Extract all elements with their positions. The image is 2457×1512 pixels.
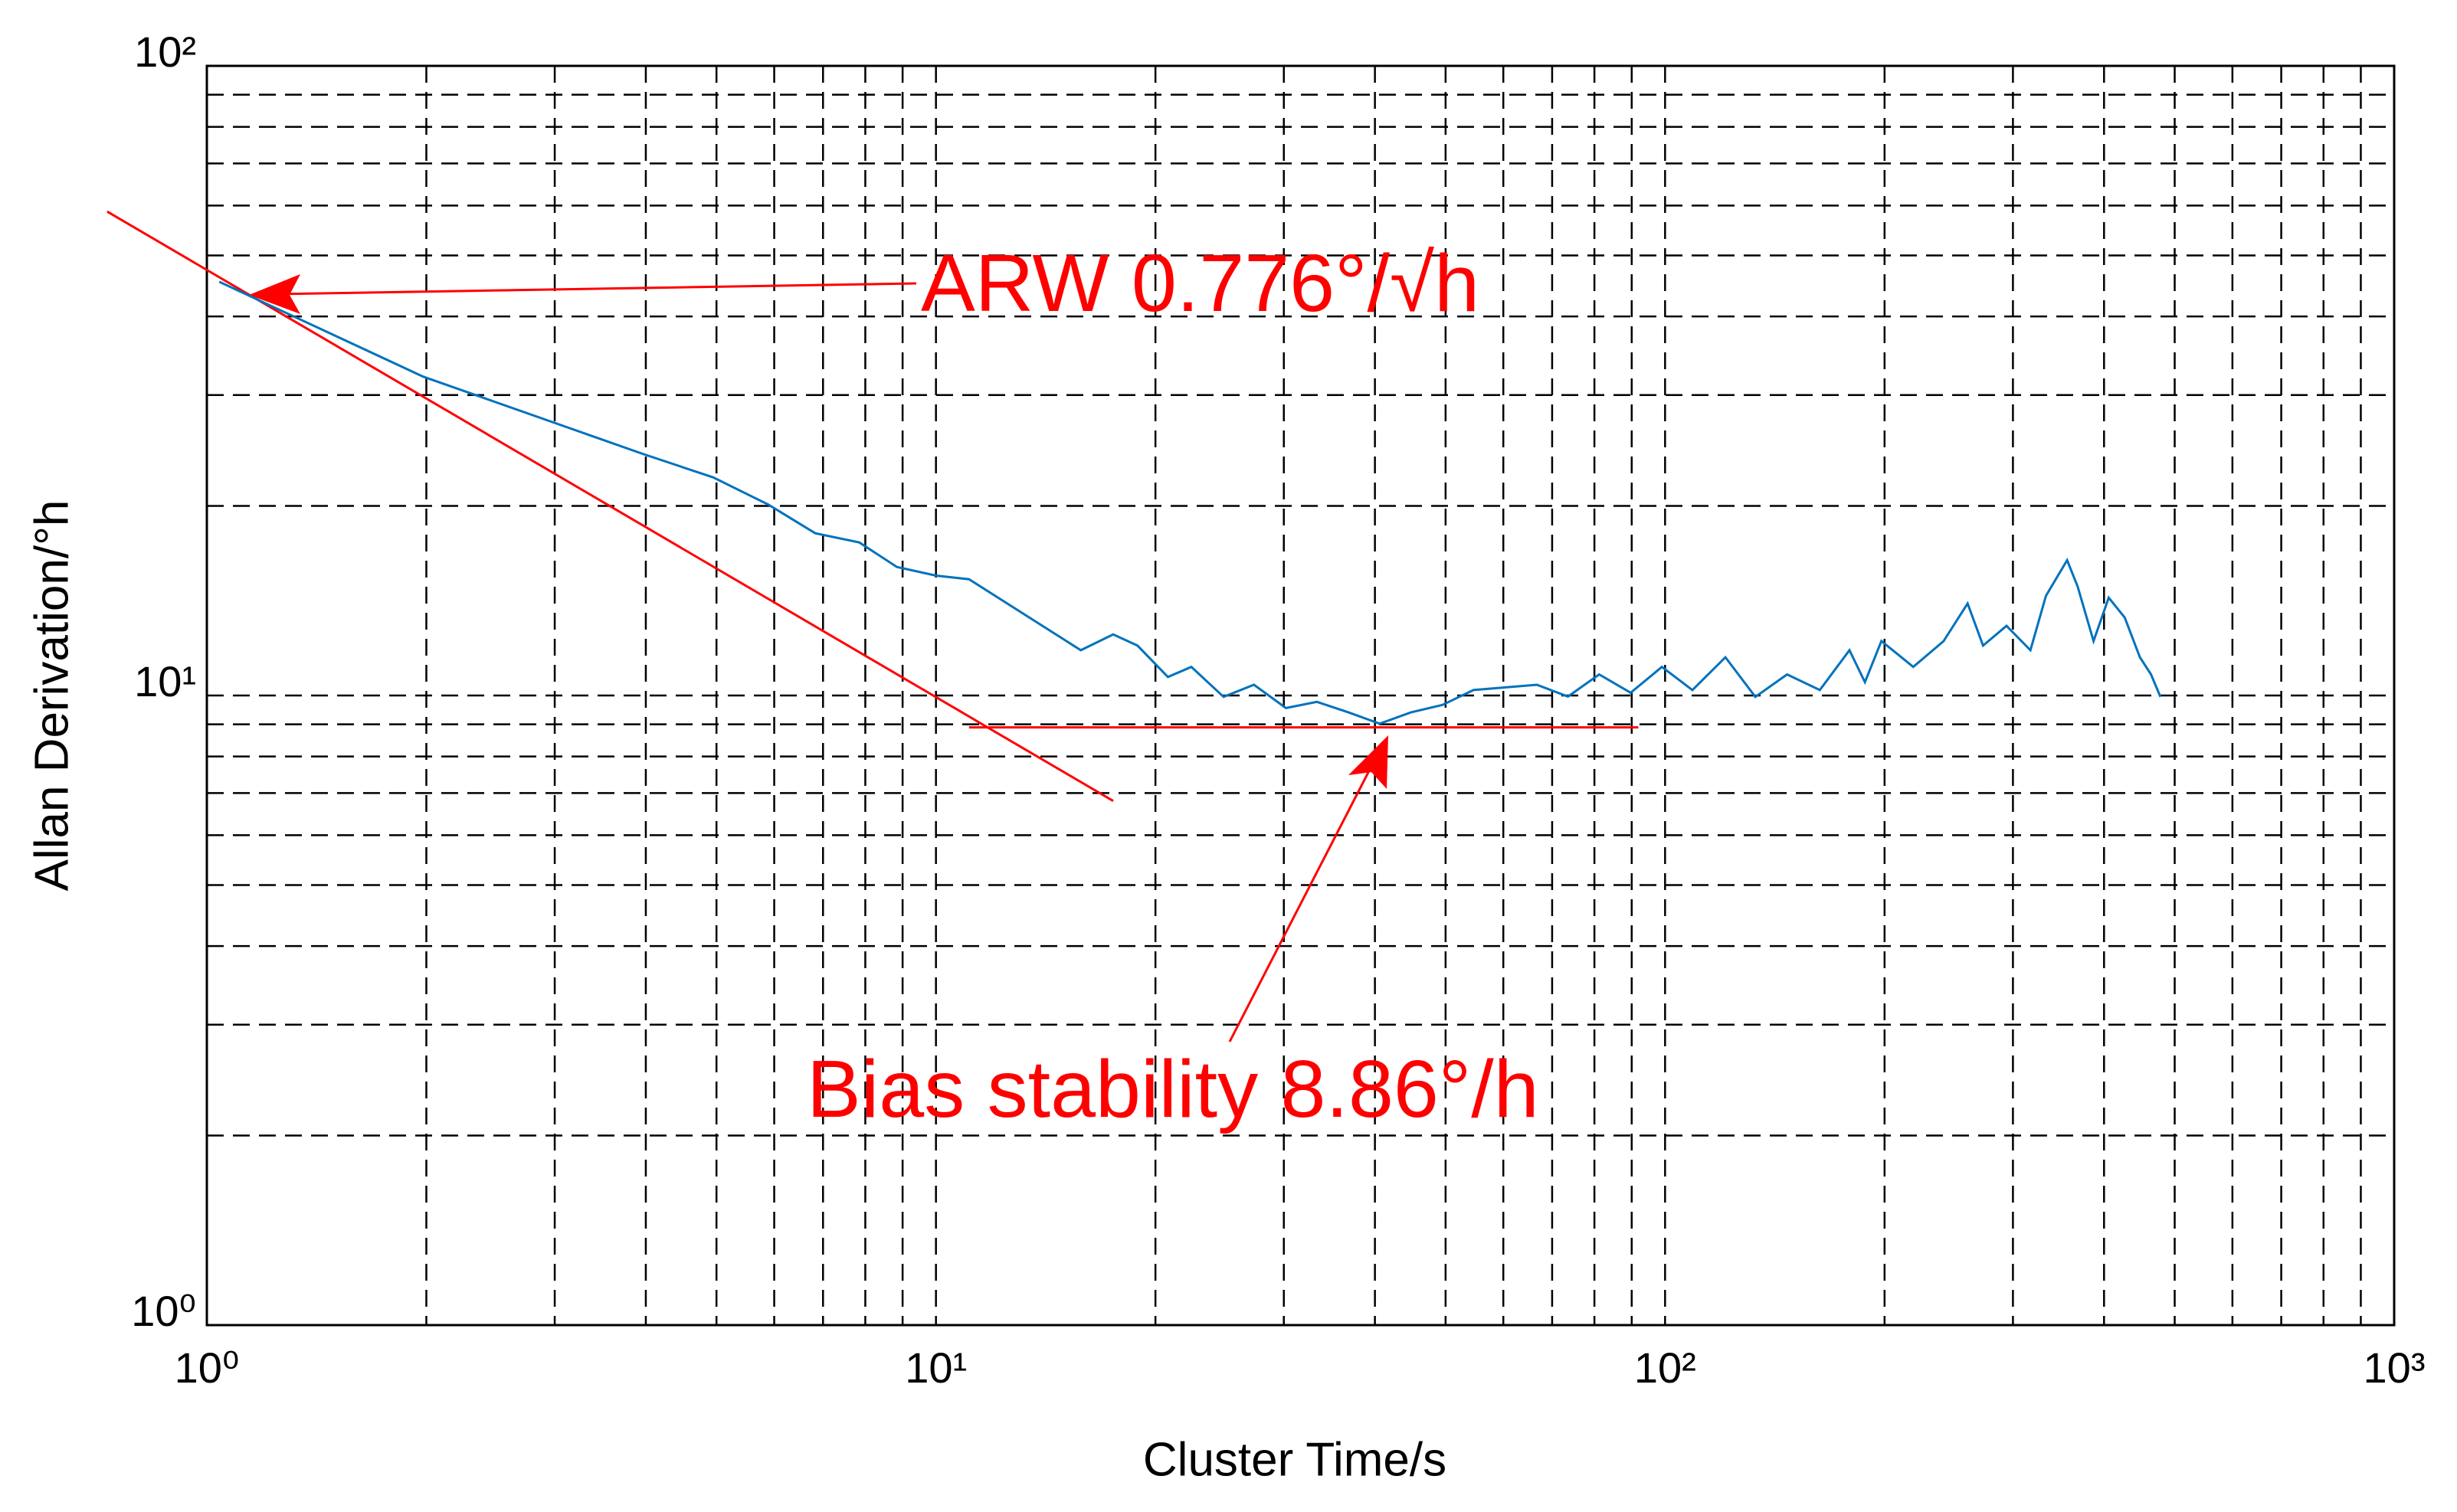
x-tick-label: 10² [1634, 1343, 1696, 1392]
x-tick-label: 10⁰ [175, 1343, 240, 1392]
annotation: ARW 0.776°/√h [921, 238, 1479, 329]
plot-frame [205, 64, 2396, 1327]
fit-line [106, 210, 1114, 802]
arrow [275, 282, 917, 296]
y-axis-label: Allan Derivation/°h [25, 500, 78, 892]
y-tick-label: 10² [134, 28, 196, 76]
arrow-head [249, 274, 300, 314]
x-tick-label: 10¹ [905, 1343, 967, 1392]
arrow-head [1348, 735, 1388, 789]
y-tick-label: 10⁰ [131, 1287, 196, 1335]
y-tick-label: 10¹ [134, 657, 196, 705]
annotation: Bias stability 8.86°/h [807, 1044, 1539, 1134]
x-tick-label: 10³ [2364, 1343, 2426, 1392]
data-line [218, 280, 2162, 725]
x-axis-label: Cluster Time/s [1143, 1433, 1446, 1486]
arrow [1228, 754, 1379, 1042]
